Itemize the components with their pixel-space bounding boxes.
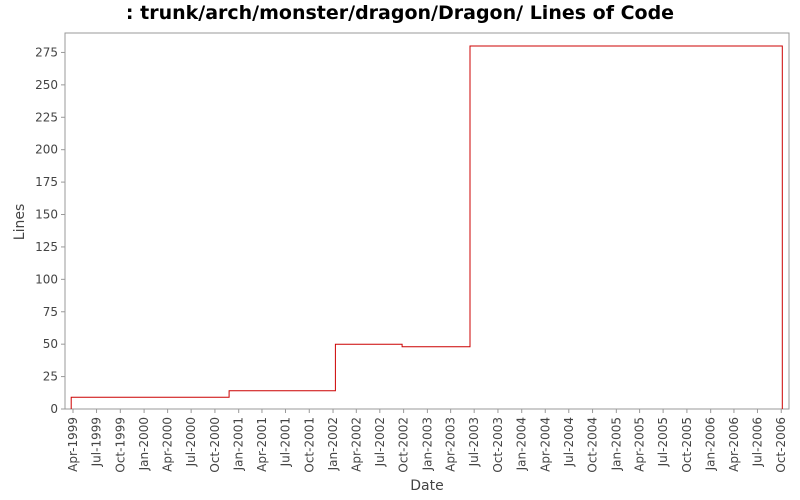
- y-tick-label: 175: [35, 175, 58, 189]
- x-axis: Apr-1999 Jul-1999 Oct-1999 Jan-2000 Apr-2000…: [66, 409, 788, 473]
- y-tick-label: 0: [50, 402, 58, 416]
- x-tick-label: Apr-2005: [633, 417, 647, 472]
- x-tick-label: Oct-2003: [491, 417, 505, 473]
- x-tick-label: Jul-2006: [750, 417, 764, 467]
- x-tick-label: Jul-2005: [656, 417, 670, 467]
- x-tick-label: Oct-2005: [680, 417, 694, 473]
- x-tick-label: Jul-2004: [562, 417, 576, 467]
- series-line: [70, 45, 783, 409]
- x-tick-label: Jan-2003: [420, 417, 434, 471]
- plot-frame: [64, 32, 790, 410]
- y-tick-label: 100: [35, 272, 58, 286]
- y-tick-label: 25: [43, 370, 58, 384]
- x-tick-label: Jul-2002: [373, 417, 387, 467]
- x-tick-label: Oct-2001: [302, 417, 316, 473]
- x-axis-label: Date: [410, 478, 443, 494]
- x-tick-label: Jul-2003: [467, 417, 481, 467]
- x-tick-label: Apr-2004: [538, 417, 552, 472]
- x-tick-label: Oct-2004: [586, 417, 600, 473]
- x-tick-label: Apr-2001: [255, 417, 269, 472]
- y-tick-label: 275: [35, 45, 58, 59]
- x-tick-label: Apr-2006: [727, 417, 741, 472]
- x-tick-label: Jul-1999: [90, 417, 104, 467]
- x-tick-label: Jan-2005: [609, 417, 623, 471]
- y-axis: 0 25 50 75 100 125 150 175 200 225 250 275: [35, 45, 65, 416]
- x-tick-label: Oct-2000: [208, 417, 222, 473]
- x-tick-label: Jan-2001: [232, 417, 246, 471]
- x-tick-label: Oct-2002: [397, 417, 411, 473]
- x-tick-label: Apr-2000: [161, 417, 175, 472]
- y-tick-label: 125: [35, 240, 58, 254]
- x-tick-label: Oct-2006: [774, 417, 788, 473]
- x-tick-label: Jul-2000: [184, 417, 198, 467]
- y-tick-label: 50: [43, 337, 58, 351]
- x-tick-label: Jul-2001: [278, 417, 292, 467]
- y-tick-label: 200: [35, 143, 58, 157]
- x-tick-label: Apr-2003: [444, 417, 458, 472]
- x-tick-label: Apr-1999: [66, 417, 80, 472]
- x-tick-label: Oct-1999: [113, 417, 127, 473]
- chart-title: : trunk/arch/monster/dragon/Dragon/ Line…: [125, 2, 675, 24]
- y-tick-label: 250: [35, 78, 58, 92]
- x-tick-label: Jan-2000: [137, 417, 151, 471]
- y-tick-label: 150: [35, 208, 58, 222]
- x-tick-label: Jan-2004: [515, 417, 529, 471]
- y-tick-label: 225: [35, 110, 58, 124]
- y-axis-label: Lines: [12, 204, 28, 240]
- x-tick-label: Jan-2002: [326, 417, 340, 471]
- x-tick-label: Apr-2002: [349, 417, 363, 472]
- x-tick-label: Jan-2006: [704, 417, 718, 471]
- y-tick-label: 75: [43, 305, 58, 319]
